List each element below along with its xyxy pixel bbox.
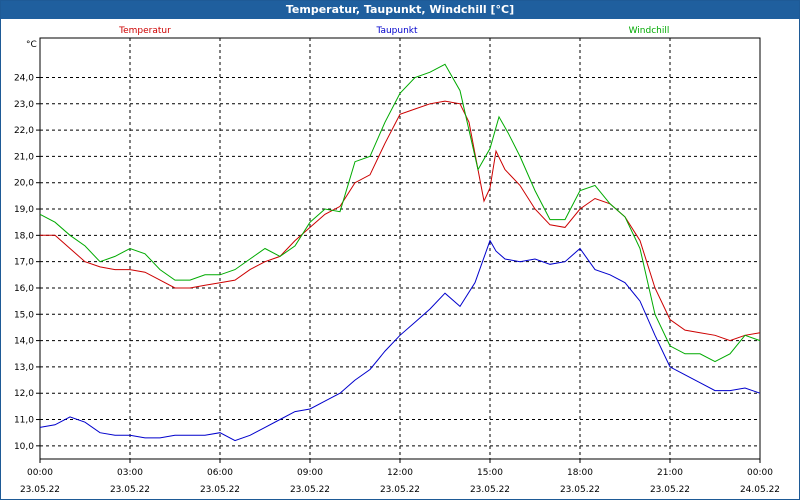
x-tick-label-time: 06:00 [207,468,233,478]
y-tick-label: 17,0 [14,258,34,268]
x-tick-label-time: 00:00 [27,468,53,478]
y-tick-label: 23,0 [14,100,34,110]
series-lines [39,63,761,442]
series-line-temperatur [40,100,761,342]
y-tick-label: 20,0 [14,179,34,189]
y-tick-label: 18,0 [14,231,34,241]
series-line-taupunkt [39,239,761,442]
y-tick-label: 13,0 [14,363,34,373]
x-tick-label-date: 23.05.22 [200,485,240,495]
x-tick-label-time: 15:00 [477,468,503,478]
legend: Temperatur Taupunkt Windchill [118,26,669,36]
legend-entry-windchill: Windchill [629,26,670,36]
y-axis: 10,0 11,0 12,0 13,0 14,0 15,0 16,0 17,0 18,0 19,0… [14,73,40,452]
y-tick-label: 16,0 [14,284,34,294]
y-tick-label: 22,0 [14,126,34,136]
y-tick-label: 12,0 [14,389,34,399]
x-tick-label-time: 03:00 [117,468,143,478]
y-tick-label: 14,0 [14,337,34,347]
x-tick-label-date: 24.05.22 [740,485,780,495]
x-tick-label-date: 23.05.22 [650,485,690,495]
y-tick-label: 24,0 [14,73,34,83]
y-axis-unit: °C [26,40,37,50]
x-axis: 00:00 23.05.22 03:00 23.05.22 06:00 23.05.22 0… [20,459,780,495]
legend-entry-temperatur: Temperatur [118,26,171,36]
x-tick-label-time: 21:00 [657,468,683,478]
x-tick-label-time: 09:00 [297,468,323,478]
x-tick-label-date: 23.05.22 [560,485,600,495]
x-tick-label-time: 12:00 [387,468,413,478]
x-tick-label-date: 23.05.22 [20,485,60,495]
x-tick-label-time: 18:00 [567,468,593,478]
x-tick-label-date: 23.05.22 [290,485,330,495]
y-tick-label: 21,0 [14,152,34,162]
y-tick-label: 15,0 [14,310,34,320]
y-tick-label: 11,0 [14,416,34,426]
series-line-windchill [39,63,761,363]
x-tick-label-date: 23.05.22 [110,485,150,495]
chart-title: Temperatur, Taupunkt, Windchill [°C] [1,1,799,19]
y-tick-label: 19,0 [14,205,34,215]
x-tick-label-date: 23.05.22 [470,485,510,495]
x-tick-label-date: 23.05.22 [380,485,420,495]
y-tick-label: 10,0 [14,442,34,452]
x-tick-label-time: 00:00 [747,468,773,478]
legend-entry-taupunkt: Taupunkt [375,26,418,36]
